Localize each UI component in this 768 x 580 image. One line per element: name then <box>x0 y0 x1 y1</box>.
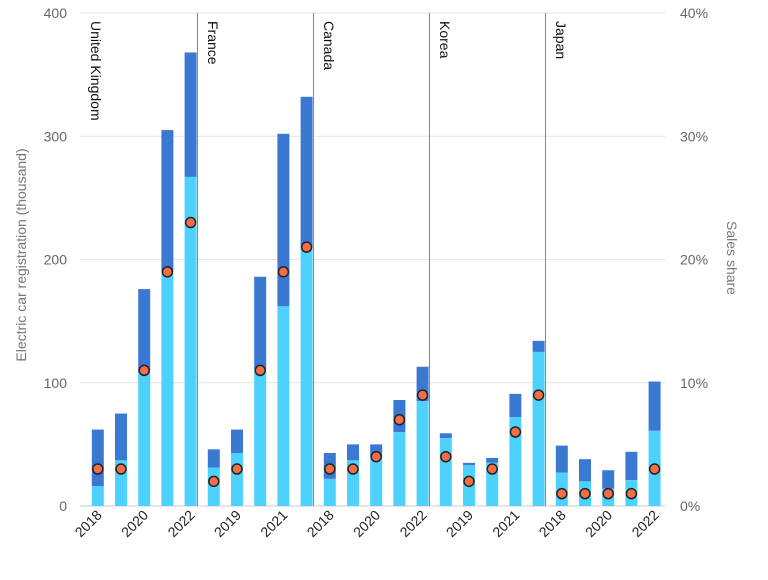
x-tick-label: 2020 <box>118 507 151 540</box>
x-tick-label: 2020 <box>350 507 383 540</box>
share-marker <box>416 389 429 401</box>
y-tick-label: 0 <box>59 498 67 514</box>
share-marker <box>625 487 638 500</box>
bar-bev <box>509 417 522 506</box>
y2-tick-label: 10% <box>680 375 708 391</box>
x-tick-label: 2019 <box>443 507 476 540</box>
x-tick-label: 2018 <box>72 507 105 540</box>
x-tick-label: 2018 <box>536 507 569 540</box>
bar-bev <box>254 369 267 506</box>
bar-bev <box>532 351 545 506</box>
share-marker <box>138 364 150 377</box>
share-marker <box>602 487 614 500</box>
bar-phev <box>347 444 359 461</box>
y-tick-label: 200 <box>44 252 68 268</box>
panel-label-korea: Korea <box>437 21 453 59</box>
x-tick-label: 2021 <box>257 507 290 540</box>
panel-label-united-kingdom: United Kingdom <box>88 21 104 121</box>
bar-phev <box>231 429 243 454</box>
share-marker <box>556 487 568 500</box>
y-axis-right-ticks: 0% 10% 20% 30% 40% <box>680 5 708 514</box>
bar-phev <box>579 459 591 482</box>
x-tick-label: 2019 <box>211 507 244 540</box>
y-axis-left-ticks: 0 100 200 300 400 <box>44 5 68 514</box>
bar-bev <box>91 486 104 506</box>
share-marker <box>463 475 475 488</box>
share-marker <box>509 426 522 438</box>
share-marker <box>115 463 127 475</box>
panel-label-france: France <box>205 21 221 65</box>
x-tick-label: 2022 <box>628 507 661 540</box>
share-marker <box>370 450 382 463</box>
share-marker <box>579 487 591 500</box>
bar-phev <box>91 429 104 487</box>
share-marker <box>208 475 220 488</box>
bar-bev <box>416 401 429 506</box>
bar-bev <box>439 438 452 506</box>
bar-bev <box>277 306 290 506</box>
share-marker <box>231 463 243 475</box>
x-axis-ticks: 2018 2020 2022 2019 2021 2018 2020 2022 2019 2021… <box>72 507 662 540</box>
share-marker <box>440 450 452 463</box>
share-marker <box>393 413 406 426</box>
share-marker <box>184 216 197 229</box>
bar-bev <box>393 432 406 506</box>
bar-phev <box>161 130 174 272</box>
bar-phev <box>184 52 197 177</box>
x-tick-label: 2022 <box>164 507 197 540</box>
share-marker <box>277 266 290 278</box>
bar-bev <box>370 456 383 506</box>
share-marker <box>300 241 313 253</box>
share-marker <box>161 266 174 278</box>
bar-phev <box>486 457 499 463</box>
x-tick-label: 2021 <box>489 507 522 540</box>
share-marker <box>347 463 359 475</box>
y2-tick-label: 30% <box>680 128 708 144</box>
share-marker <box>254 364 266 377</box>
bars <box>91 52 661 507</box>
share-marker <box>92 463 104 475</box>
x-tick-label: 2022 <box>396 507 429 540</box>
panel-dividers <box>197 13 546 506</box>
y2-axis-title: Sales share <box>724 221 740 295</box>
bar-phev <box>439 433 452 439</box>
bar-bev <box>231 453 243 506</box>
bar-phev <box>532 340 545 352</box>
x-tick-label: 2020 <box>582 507 615 540</box>
y2-tick-label: 20% <box>680 252 708 268</box>
share-marker <box>532 389 545 401</box>
y-tick-label: 400 <box>44 5 68 21</box>
bar-bev <box>184 176 197 507</box>
share-markers <box>92 216 661 500</box>
bar-phev <box>277 133 290 307</box>
y2-tick-label: 0% <box>680 498 700 514</box>
bar-bev <box>161 271 174 506</box>
bar-phev <box>463 462 475 466</box>
y-tick-label: 300 <box>44 128 68 144</box>
bar-bev <box>138 372 151 506</box>
y2-tick-label: 40% <box>680 5 708 21</box>
bar-phev <box>254 276 267 370</box>
share-marker <box>486 463 498 475</box>
bar-phev <box>625 451 638 481</box>
bar-phev <box>602 470 615 489</box>
bar-phev <box>555 445 568 473</box>
bar-phev <box>138 289 151 373</box>
share-marker <box>648 463 661 475</box>
y-tick-label: 100 <box>44 375 68 391</box>
bar-bev <box>300 247 313 507</box>
share-marker <box>324 463 336 475</box>
panel-label-japan: Japan <box>553 21 569 59</box>
bar-phev <box>300 96 313 248</box>
x-tick-label: 2018 <box>304 507 337 540</box>
bar-phev <box>648 381 661 431</box>
bar-phev <box>509 393 522 418</box>
bar-phev <box>207 449 220 468</box>
panel-labels: United Kingdom France Canada Korea Japan <box>88 21 569 121</box>
bar-phev <box>115 413 127 461</box>
panel-label-canada: Canada <box>321 21 337 70</box>
bar-bev <box>323 478 336 506</box>
y-axis-title: Electric car registration (thousand) <box>13 148 29 361</box>
